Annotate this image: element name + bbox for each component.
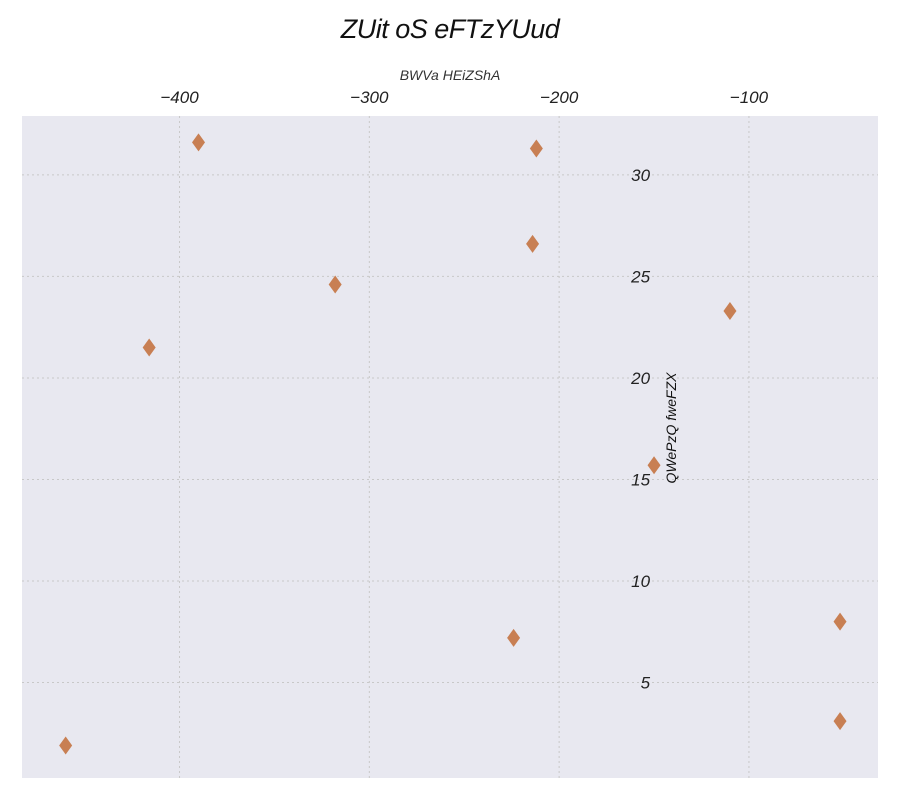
x-tick-label: −300 bbox=[350, 88, 389, 107]
plot-area bbox=[22, 116, 878, 778]
x-tick-labels: −400 −300 −200 −100 bbox=[160, 88, 768, 107]
data-point bbox=[647, 456, 661, 475]
y-tick-label: 5 bbox=[641, 674, 651, 693]
data-point bbox=[507, 628, 521, 647]
data-point bbox=[59, 736, 73, 755]
x-axis-label: BWVa HEiZShA bbox=[399, 67, 501, 83]
y-tick-label: 15 bbox=[631, 470, 650, 489]
x-tick-label: −100 bbox=[730, 88, 769, 107]
data-point bbox=[192, 133, 206, 152]
y-tick-labels: 5 10 15 20 25 30 bbox=[630, 166, 650, 693]
y-tick-label: 20 bbox=[630, 369, 650, 388]
data-point bbox=[833, 712, 847, 731]
chart-title: ZUit oS eFTzYUud bbox=[340, 14, 560, 44]
x-tick-label: −200 bbox=[540, 88, 579, 107]
grid-lines bbox=[22, 116, 878, 778]
data-point bbox=[723, 301, 737, 320]
data-point bbox=[328, 275, 342, 294]
y-tick-label: 30 bbox=[631, 166, 650, 185]
data-point bbox=[529, 139, 543, 158]
y-tick-label: 10 bbox=[631, 572, 650, 591]
data-point bbox=[833, 612, 847, 631]
data-point bbox=[142, 338, 156, 357]
data-point bbox=[526, 234, 540, 253]
data-points bbox=[59, 133, 847, 755]
y-axis-label: QWePzQ fweFZX bbox=[663, 372, 679, 484]
x-tick-label: −400 bbox=[160, 88, 199, 107]
y-tick-label: 25 bbox=[630, 267, 650, 286]
